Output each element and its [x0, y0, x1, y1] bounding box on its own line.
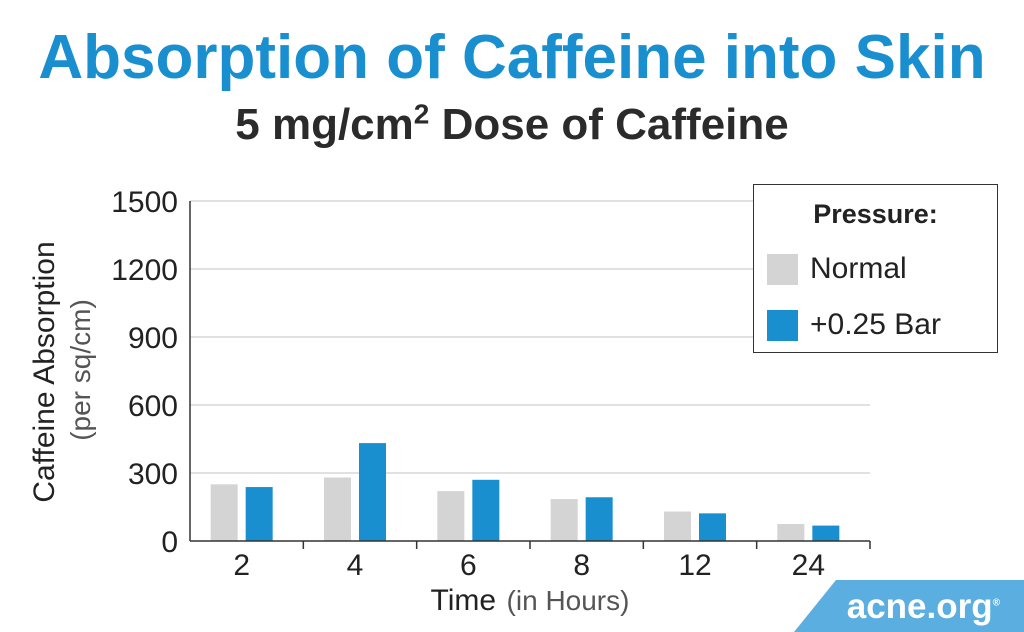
bar-pressure-4: [359, 443, 386, 541]
x-tick-label-24: 24: [792, 549, 825, 582]
x-axis-note: (in Hours): [507, 585, 630, 616]
x-tick-label-12: 12: [678, 549, 711, 582]
legend-label-normal: Normal: [810, 252, 907, 285]
x-tick-label-2: 2: [233, 549, 250, 582]
registered-mark: ®: [992, 597, 1000, 609]
bar-normal-8: [550, 499, 578, 541]
y-axis-title: Caffeine Absorption: [28, 241, 61, 502]
legend-item-pressure: +0.25 Bar: [767, 308, 941, 341]
bar-pressure-8: [585, 497, 613, 541]
y-tick-label-1500: 1500: [111, 186, 178, 219]
legend-label-pressure: +0.25 Bar: [810, 308, 941, 341]
badge-text: acne.org®: [847, 587, 1000, 627]
acne-org-badge: acne.org®: [794, 580, 1024, 632]
chart-subtitle: 5 mg/cm2 Dose of Caffeine: [0, 100, 1024, 150]
legend: Pressure: Normal +0.25 Bar: [753, 184, 998, 353]
subtitle-superscript: 2: [413, 98, 430, 130]
bar-pressure-24: [812, 525, 840, 541]
legend-swatch-pressure: [767, 309, 798, 341]
subtitle-rest: Dose of Caffeine: [429, 100, 789, 149]
y-tick-label-0: 0: [161, 526, 178, 559]
y-tick-label-300: 300: [128, 458, 178, 491]
bars: [210, 443, 840, 541]
y-tick-label-1200: 1200: [111, 254, 178, 287]
brand-name: acne.org: [846, 587, 993, 626]
badge-background: [794, 580, 1024, 632]
legend-title: Pressure:: [813, 199, 938, 229]
bar-normal-4: [324, 477, 351, 541]
x-tick-label-8: 8: [573, 549, 590, 582]
bar-normal-12: [664, 511, 691, 541]
x-axis-label: Time: [431, 584, 497, 617]
bar-pressure-2: [245, 487, 273, 541]
legend-swatch-normal: [767, 253, 798, 285]
y-tick-label-900: 900: [128, 322, 178, 355]
bar-pressure-12: [699, 513, 726, 541]
y-axis-note: (per sq/cm): [65, 299, 96, 441]
x-tick-label-4: 4: [347, 549, 364, 582]
chart-title: Absorption of Caffeine into Skin: [38, 23, 986, 92]
bar-normal-6: [437, 491, 465, 541]
bar-normal-24: [777, 524, 805, 541]
y-tick-label-600: 600: [128, 390, 178, 423]
bar-pressure-6: [472, 479, 500, 541]
axes: [189, 201, 871, 549]
bar-normal-2: [210, 484, 238, 541]
legend-item-normal: Normal: [767, 252, 907, 285]
subtitle-main: 5 mg/cm: [235, 100, 414, 149]
x-tick-label-6: 6: [460, 549, 477, 582]
x-axis-title: Time (in Hours): [431, 584, 630, 617]
